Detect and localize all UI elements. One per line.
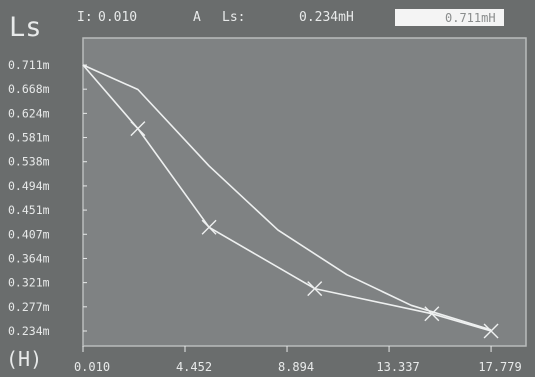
param-value: 0.234mH [299, 10, 354, 25]
current-value: 0.010 [98, 10, 137, 25]
y-tick-label: 0.321m [8, 276, 50, 290]
cursor-value-box [395, 9, 504, 26]
trace-line-2 [82, 64, 492, 332]
x-tick-label: 4.452 [176, 360, 212, 374]
y-tick-label: 0.234m [8, 324, 50, 338]
y-tick-label: 0.494m [8, 179, 50, 193]
y-tick-label: 0.581m [8, 131, 50, 145]
x-marker [307, 281, 323, 297]
trace-line-1 [82, 64, 492, 331]
y-tick-label: 0.277m [8, 300, 50, 314]
x-marker [424, 306, 440, 322]
current-unit: A [193, 10, 201, 25]
y-tick-label: 0.668m [8, 82, 50, 96]
x-tick-label: 8.894 [278, 360, 314, 374]
x-tick-label: 17.779 [478, 360, 521, 374]
x-marker [483, 323, 499, 339]
y-tick-label: 0.538m [8, 155, 50, 169]
y-tick-label: 0.364m [8, 251, 50, 265]
y-tick-label: 0.451m [8, 203, 50, 217]
y-tick-label: 0.407m [8, 227, 50, 241]
current-label: I: [77, 10, 93, 25]
x-marker [130, 121, 146, 137]
x-tick-label: 13.337 [376, 360, 419, 374]
traces [82, 64, 499, 339]
y-tick-label: 0.624m [8, 106, 50, 120]
y-unit-label: (H) [6, 347, 42, 371]
cursor-value: 0.711mH [445, 11, 496, 25]
x-marker [201, 219, 217, 235]
plot-area [82, 37, 527, 347]
mode-symbol: Ls [9, 12, 42, 43]
x-tick-label: 0.010 [74, 360, 110, 374]
y-tick-labels: 0.711m 0.668m 0.624m 0.581m 0.538m 0.494m 0.45… [8, 58, 50, 338]
x-tick-labels: 0.010 4.452 8.894 13.337 17.779 [74, 360, 522, 374]
param-label: Ls: [222, 10, 245, 25]
y-tick-label: 0.711m [8, 58, 50, 72]
axis-ticks [82, 64, 492, 352]
